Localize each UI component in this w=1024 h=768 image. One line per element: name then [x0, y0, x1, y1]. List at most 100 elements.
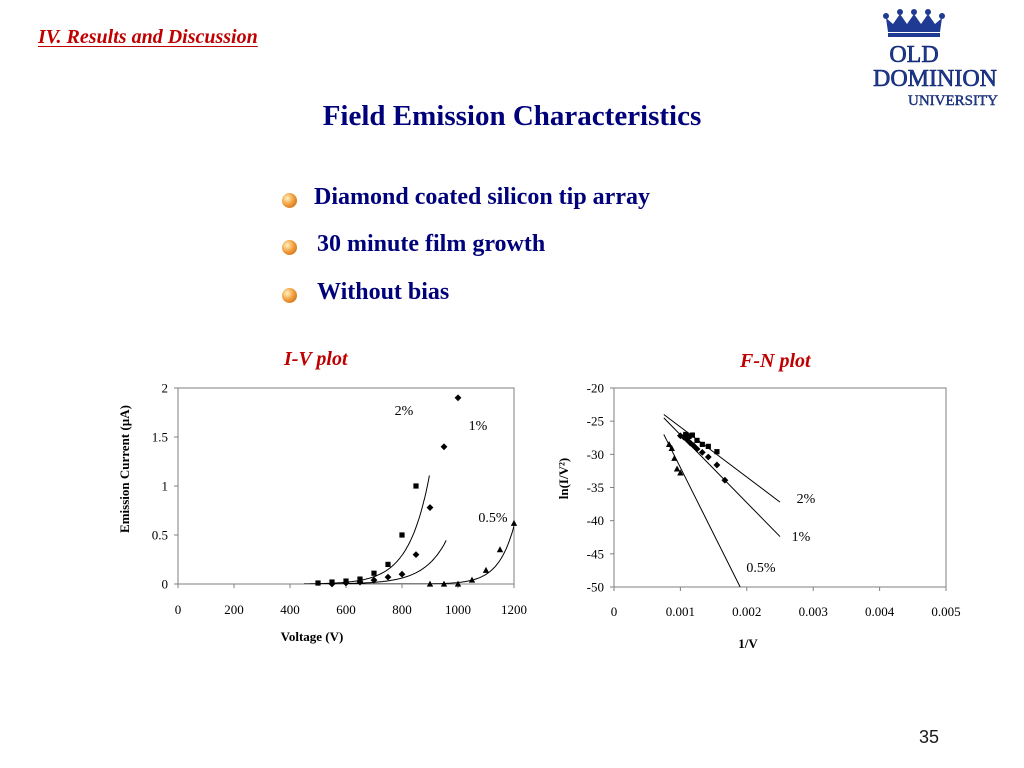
university-logo: OLD DOMINION UNIVERSITY — [855, 4, 1015, 110]
y-tick-label: 0 — [162, 577, 169, 592]
data-point-1% — [370, 576, 378, 584]
y-axis-label: Emission Current (µA) — [117, 405, 132, 533]
y-tick-label: 0.5 — [152, 528, 168, 543]
y-tick-label: -40 — [587, 513, 604, 528]
x-tick-label: 1200 — [501, 602, 527, 617]
y-axis-label: ln(I/V²) — [556, 458, 571, 499]
x-tick-label: 0.003 — [799, 604, 828, 619]
x-tick-label: 0 — [175, 602, 182, 617]
y-tick-label: -30 — [587, 447, 604, 462]
data-point-1% — [328, 580, 336, 588]
data-point-1% — [713, 461, 721, 469]
x-tick-label: 0 — [611, 604, 618, 619]
data-point-1% — [683, 436, 691, 444]
data-point-0.5% — [496, 546, 504, 553]
data-point-0.5% — [510, 519, 518, 526]
data-point-1% — [440, 443, 448, 451]
data-point-0.5% — [668, 444, 675, 451]
svg-text:OLD: OLD — [889, 42, 938, 68]
data-point-1% — [426, 504, 434, 511]
data-point-0.5% — [677, 469, 684, 476]
x-tick-label: 600 — [336, 602, 356, 617]
page-number: 35 — [918, 727, 939, 747]
y-tick-label: -20 — [587, 381, 604, 396]
x-axis-label: Voltage (V) — [281, 629, 344, 644]
data-point-2% — [399, 532, 405, 538]
x-tick-label: 0.005 — [931, 604, 960, 619]
bullet-item: Without bias — [282, 279, 449, 306]
x-tick-label: 200 — [224, 602, 244, 617]
section-title: IV. Results and Discussion — [38, 26, 258, 48]
series-label: 1% — [469, 419, 488, 434]
data-point-2% — [689, 432, 695, 438]
bullet-icon — [282, 240, 297, 255]
iv-plot-area — [177, 387, 515, 585]
y-tick-label: -45 — [587, 546, 604, 561]
y-tick-label: -35 — [587, 480, 604, 495]
data-point-1% — [690, 442, 698, 450]
data-point-2% — [705, 443, 711, 449]
x-tick-label: 400 — [280, 602, 300, 617]
fit-line-2% — [663, 414, 781, 503]
bullet-icon — [282, 288, 297, 303]
data-point-2% — [413, 483, 419, 489]
bullet-item: Diamond coated silicon tip array — [282, 184, 650, 211]
data-point-0.5% — [665, 440, 673, 447]
series-label: 1% — [792, 530, 811, 545]
data-point-2% — [686, 433, 692, 440]
data-point-1% — [384, 573, 392, 581]
data-point-2% — [371, 570, 377, 576]
x-tick-label: 800 — [392, 602, 412, 617]
x-tick-label: 1000 — [445, 602, 471, 617]
data-point-1% — [693, 445, 701, 453]
iv-chart: 0 0.5 1 1.5 2 0 200 400 600 800 1000 1200 Voltage (V… — [117, 381, 527, 645]
data-point-1% — [704, 453, 712, 461]
fn-plot-area — [613, 387, 947, 588]
y-tick-label: -50 — [587, 580, 604, 595]
data-point-2% — [385, 561, 391, 567]
bullet-text: Without bias — [317, 279, 450, 305]
data-point-1% — [398, 570, 406, 578]
data-point-0.5% — [468, 576, 476, 583]
data-point-0.5% — [440, 580, 448, 587]
data-point-1% — [342, 579, 350, 587]
data-point-2% — [315, 580, 321, 586]
data-point-1% — [412, 551, 420, 558]
data-point-0.5% — [482, 566, 490, 573]
bullet-icon — [282, 193, 297, 208]
y-tick-label: 1.5 — [152, 430, 168, 445]
slide-title: Field Emission Characteristics — [322, 100, 702, 132]
data-point-2% — [694, 437, 700, 444]
y-tick-label: 2 — [162, 381, 169, 396]
data-point-2% — [683, 431, 689, 438]
x-tick-label: 0.004 — [865, 604, 895, 619]
series-label: 2% — [797, 492, 816, 507]
series-label: 2% — [395, 404, 414, 419]
series-label: 0.5% — [478, 511, 508, 526]
fn-chart: -20 -25 -30 -35 -40 -45 -50 0 0.001 0.002 0.003 0.0… — [556, 381, 961, 652]
x-tick-label: 0.001 — [666, 604, 695, 619]
svg-text:DOMINION: DOMINION — [873, 66, 997, 92]
fn-plot-title: F-N plot — [740, 350, 811, 372]
data-point-2% — [714, 449, 720, 455]
data-point-1% — [356, 578, 364, 586]
y-tick-label: 1 — [162, 479, 169, 494]
bullet-text: Diamond coated silicon tip array — [314, 184, 650, 210]
crown-icon: OLD DOMINION UNIVERSITY — [873, 9, 998, 109]
iv-plot-title: I-V plot — [284, 348, 348, 370]
data-point-0.5% — [673, 465, 681, 472]
x-axis-label: 1/V — [738, 636, 758, 651]
data-point-0.5% — [671, 454, 678, 461]
svg-text:UNIVERSITY: UNIVERSITY — [908, 93, 998, 109]
data-point-0.5% — [454, 580, 462, 587]
bullet-text: 30 minute film growth — [317, 231, 546, 257]
data-point-0.5% — [426, 580, 434, 587]
y-tick-label: -25 — [587, 414, 604, 429]
bullet-item: 30 minute film growth — [282, 231, 545, 258]
data-point-1% — [698, 448, 706, 456]
data-point-1% — [454, 394, 462, 402]
series-label: 0.5% — [746, 561, 776, 576]
data-point-1% — [686, 439, 694, 447]
data-point-2% — [699, 441, 705, 447]
x-tick-label: 0.002 — [732, 604, 761, 619]
